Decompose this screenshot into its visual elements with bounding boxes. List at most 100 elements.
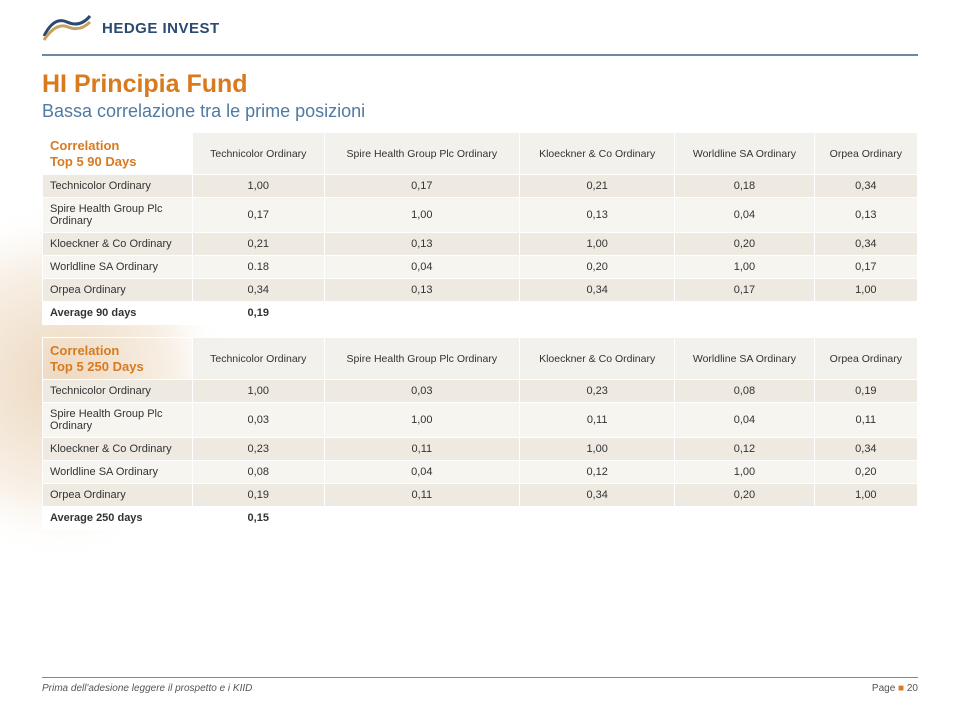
cell-value: 0,20 [814, 461, 917, 484]
cell-value: 0,03 [324, 380, 520, 403]
average-label: Average 90 days [43, 302, 193, 325]
row-label: Worldline SA Ordinary [43, 256, 193, 279]
cell-value: 0,20 [675, 484, 815, 507]
footer-page: Page ■ 20 [872, 683, 918, 694]
empty-cell [675, 302, 815, 325]
cell-value: 0,17 [675, 279, 815, 302]
row-label: Spire Health Group Plc Ordinary [43, 403, 193, 438]
cell-value: 0,23 [520, 380, 675, 403]
row-label: Orpea Ordinary [43, 279, 193, 302]
average-label: Average 250 days [43, 507, 193, 530]
cell-value: 1,00 [675, 461, 815, 484]
page-subtitle: Bassa correlazione tra le prime posizion… [42, 101, 918, 122]
cell-value: 0,04 [324, 461, 520, 484]
empty-cell [814, 507, 917, 530]
cell-value: 0,18 [675, 175, 815, 198]
cell-value: 0,11 [324, 438, 520, 461]
table250-section-label: Correlation Top 5 250 Days [43, 338, 193, 380]
row-label: Spire Health Group Plc Ordinary [43, 198, 193, 233]
empty-cell [324, 302, 520, 325]
cell-value: 0,17 [814, 256, 917, 279]
cell-value: 0,03 [193, 403, 325, 438]
cell-value: 0,34 [193, 279, 325, 302]
cell-value: 1,00 [520, 233, 675, 256]
cell-value: 0,20 [675, 233, 815, 256]
cell-value: 1,00 [520, 438, 675, 461]
cell-value: 0,11 [520, 403, 675, 438]
average-value: 0,19 [193, 302, 325, 325]
cell-value: 0,34 [520, 484, 675, 507]
page-label: Page [872, 683, 895, 694]
row-label: Kloeckner & Co Ordinary [43, 438, 193, 461]
table-row: Technicolor Ordinary1,000,030,230,080,19 [43, 380, 918, 403]
empty-cell [814, 302, 917, 325]
cell-value: 0,13 [324, 279, 520, 302]
row-label: Worldline SA Ordinary [43, 461, 193, 484]
cell-value: 1,00 [193, 380, 325, 403]
table-row: Spire Health Group Plc Ordinary0,171,000… [43, 198, 918, 233]
cell-value: 0,13 [814, 198, 917, 233]
correlation-table-90: Correlation Top 5 90 Days Technicolor Or… [42, 132, 918, 325]
table90-section-label: Correlation Top 5 90 Days [43, 133, 193, 175]
cell-value: 1,00 [193, 175, 325, 198]
col-header: Orpea Ordinary [814, 338, 917, 380]
cell-value: 0,19 [193, 484, 325, 507]
col-header: Kloeckner & Co Ordinary [520, 338, 675, 380]
table-row: Technicolor Ordinary1,000,170,210,180,34 [43, 175, 918, 198]
table-row: Orpea Ordinary0,190,110,340,201,00 [43, 484, 918, 507]
logo-mark-icon [42, 14, 92, 42]
average-value: 0,15 [193, 507, 325, 530]
cell-value: 1,00 [675, 256, 815, 279]
cell-value: 0,23 [193, 438, 325, 461]
table-row: Kloeckner & Co Ordinary0,230,111,000,120… [43, 438, 918, 461]
col-header: Spire Health Group Plc Ordinary [324, 133, 520, 175]
table-row: Orpea Ordinary0,340,130,340,171,00 [43, 279, 918, 302]
cell-value: 0,08 [675, 380, 815, 403]
page-container: HEDGE INVEST HI Principia Fund Bassa cor… [0, 0, 960, 540]
cell-value: 0,04 [324, 256, 520, 279]
empty-cell [675, 507, 815, 530]
row-label: Technicolor Ordinary [43, 175, 193, 198]
cell-value: 0,17 [193, 198, 325, 233]
cell-value: 0,21 [520, 175, 675, 198]
row-label: Orpea Ordinary [43, 484, 193, 507]
cell-value: 1,00 [814, 279, 917, 302]
table-row: Spire Health Group Plc Ordinary0,031,000… [43, 403, 918, 438]
average-row: Average 90 days0,19 [43, 302, 918, 325]
cell-value: 0,13 [520, 198, 675, 233]
row-label: Kloeckner & Co Ordinary [43, 233, 193, 256]
table250-label-line1: Correlation [50, 343, 119, 358]
cell-value: 0,11 [324, 484, 520, 507]
col-header: Orpea Ordinary [814, 133, 917, 175]
page-number: 20 [907, 683, 918, 694]
cell-value: 0,34 [814, 175, 917, 198]
cell-value: 0,11 [814, 403, 917, 438]
cell-value: 1,00 [814, 484, 917, 507]
cell-value: 0,19 [814, 380, 917, 403]
table-row: Worldline SA Ordinary0,080,040,121,000,2… [43, 461, 918, 484]
correlation-table-250: Correlation Top 5 250 Days Technicolor O… [42, 337, 918, 530]
footer-disclaimer: Prima dell'adesione leggere il prospetto… [42, 683, 252, 694]
cell-value: 0,04 [675, 403, 815, 438]
empty-cell [520, 302, 675, 325]
table250-body: Technicolor Ordinary1,000,030,230,080,19… [43, 380, 918, 530]
cell-value: 0,21 [193, 233, 325, 256]
cell-value: 0,04 [675, 198, 815, 233]
row-label: Technicolor Ordinary [43, 380, 193, 403]
table250-label-line2: Top 5 250 Days [50, 359, 144, 374]
cell-value: 0,20 [520, 256, 675, 279]
cell-value: 0,12 [675, 438, 815, 461]
cell-value: 0,17 [324, 175, 520, 198]
footer: Prima dell'adesione leggere il prospetto… [42, 677, 918, 694]
cell-value: 1,00 [324, 198, 520, 233]
table90-label-line1: Correlation [50, 138, 119, 153]
col-header: Spire Health Group Plc Ordinary [324, 338, 520, 380]
page-square-icon: ■ [898, 683, 907, 694]
cell-value: 0,08 [193, 461, 325, 484]
col-header: Technicolor Ordinary [193, 133, 325, 175]
col-header: Worldline SA Ordinary [675, 133, 815, 175]
col-header: Kloeckner & Co Ordinary [520, 133, 675, 175]
col-header: Worldline SA Ordinary [675, 338, 815, 380]
cell-value: 1,00 [324, 403, 520, 438]
cell-value: 0,34 [814, 438, 917, 461]
